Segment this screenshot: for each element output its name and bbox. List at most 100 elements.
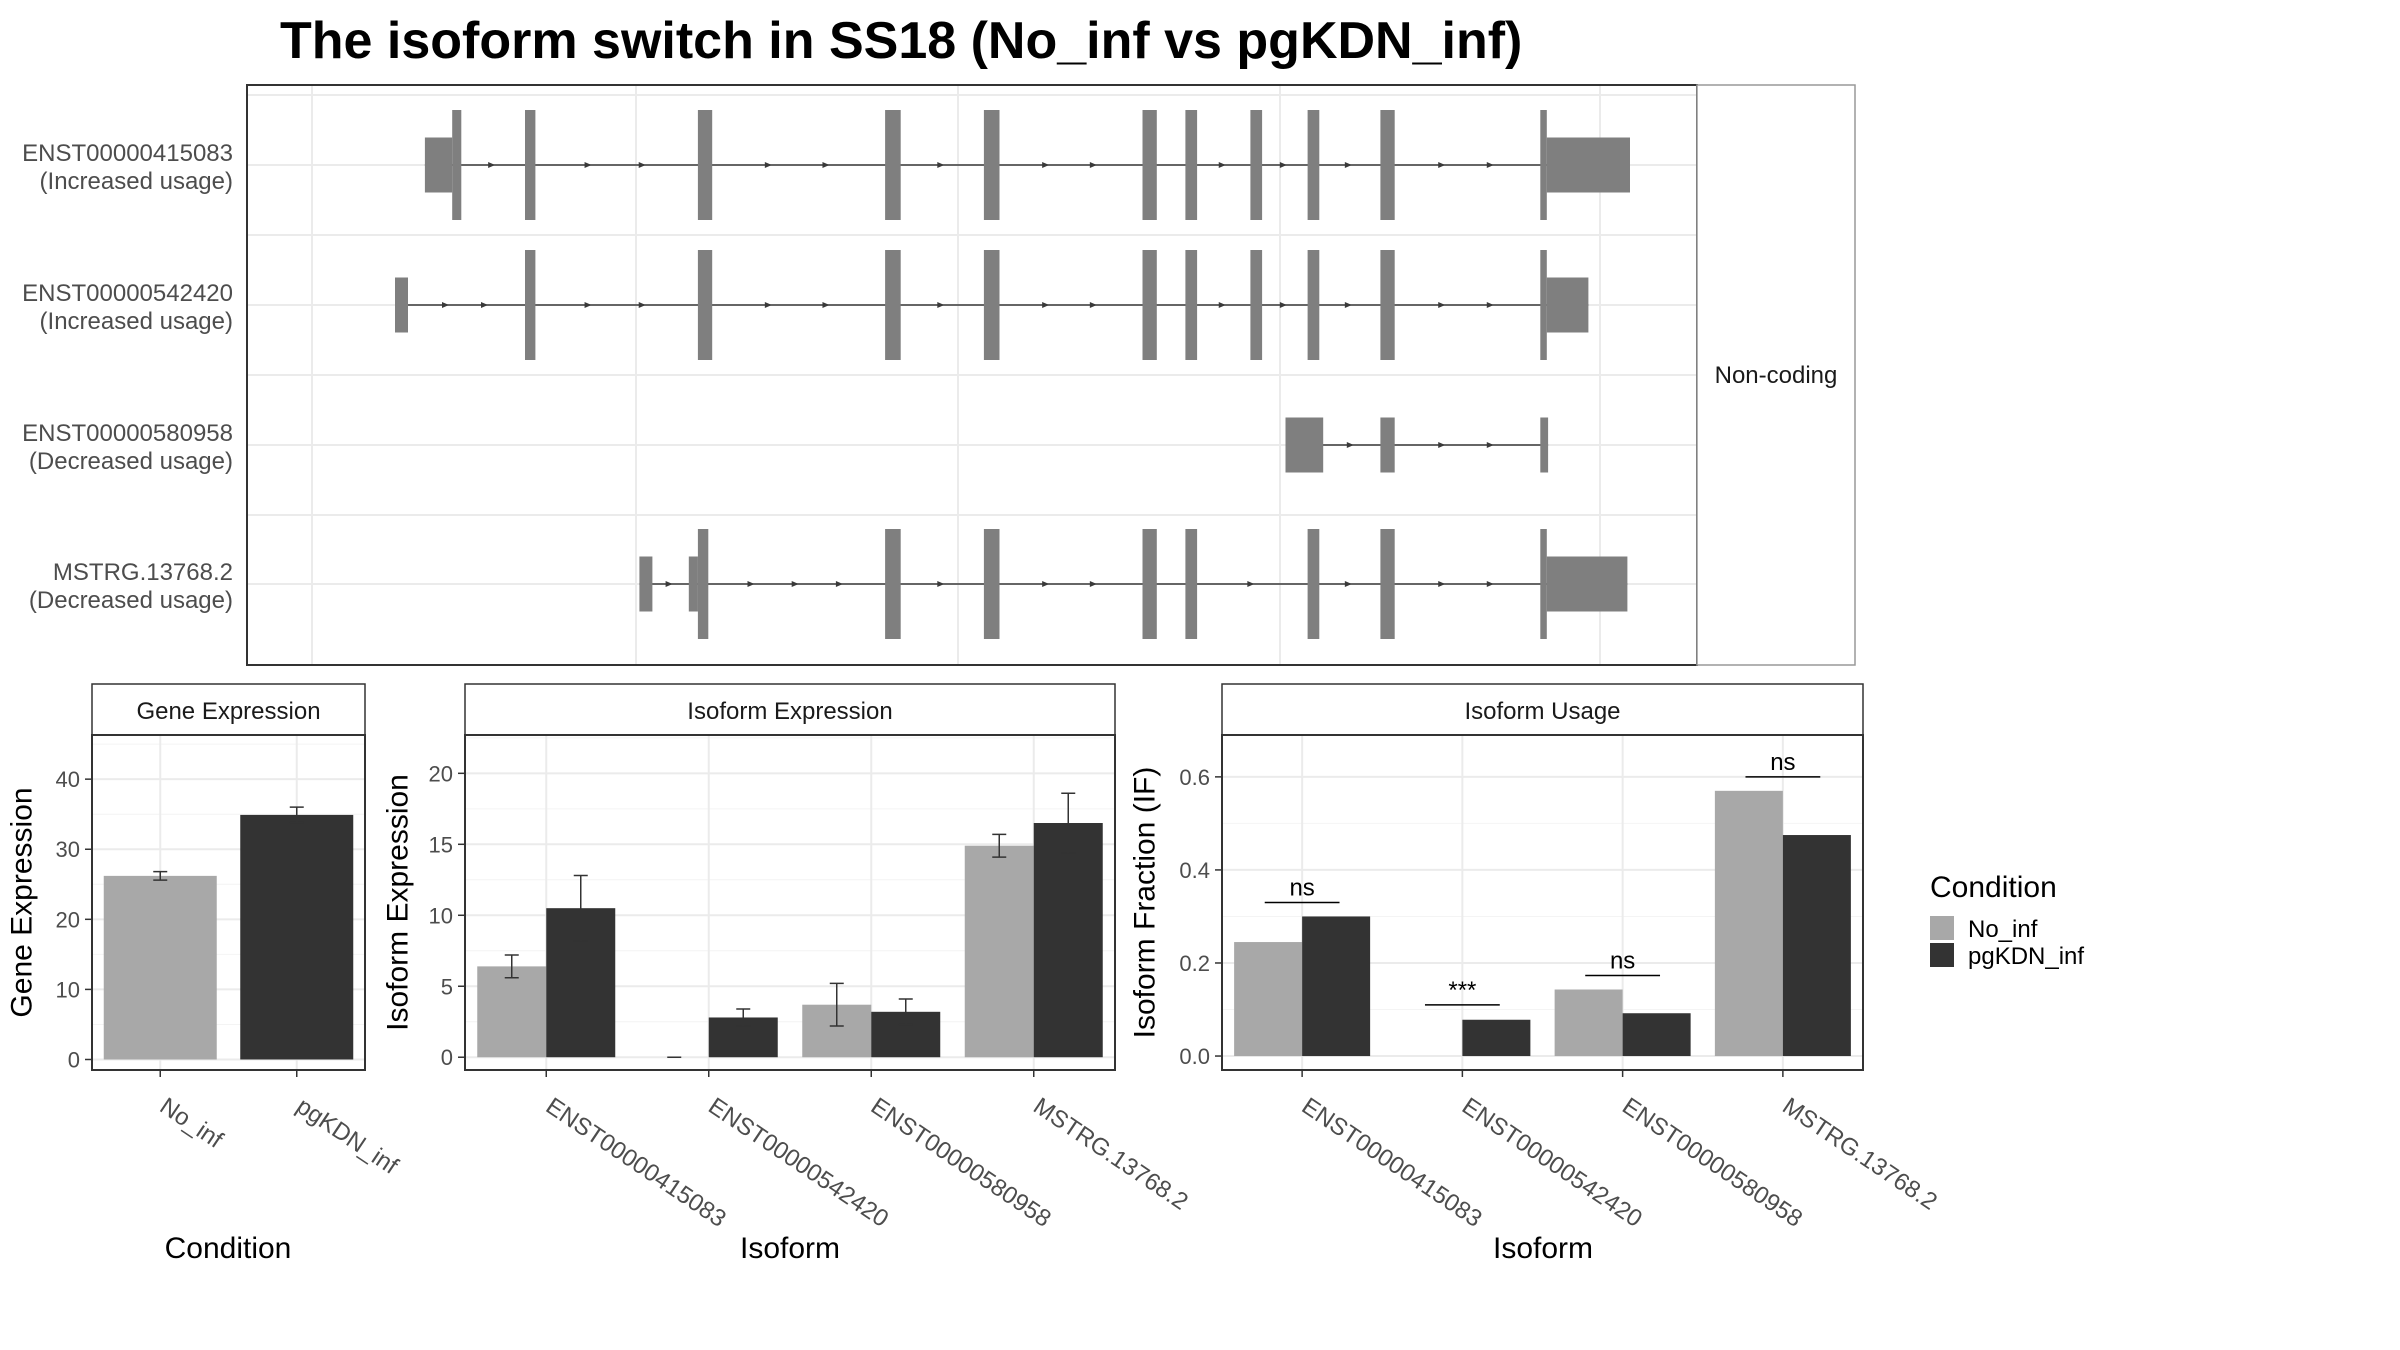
legend-label-pgkdn-inf: pgKDN_inf — [1968, 943, 2084, 970]
exon-ENST00000415083-6 — [1142, 110, 1157, 220]
isoform-expression-errorbar-ENST00000542420-1 — [736, 1008, 751, 1027]
isoform-expression-ytick-label-2: 10 — [429, 903, 453, 928]
exon-MSTRG.13768.2-6 — [1185, 529, 1198, 639]
exon-ENST00000415083-12 — [1546, 137, 1630, 193]
exon-ENST00000415083-7 — [1185, 110, 1198, 220]
intron-arrow-MSTRG.13768.2 — [1089, 581, 1097, 587]
intron-arrow-ENST00000580958 — [1438, 442, 1446, 448]
intron-arrow-MSTRG.13768.2 — [665, 581, 673, 587]
intron-arrow-ENST00000542420 — [1218, 302, 1226, 308]
exon-ENST00000580958-1 — [1380, 417, 1395, 473]
intron-arrow-ENST00000415083 — [488, 162, 496, 168]
isoform-expression-ytick-label-0: 0 — [441, 1045, 453, 1070]
isoform-label-ENST00000580958: ENST00000580958 — [22, 420, 233, 447]
isoform-usage-bar-MSTRG.13768.2-0 — [1714, 790, 1783, 1057]
intron-arrow-ENST00000542420 — [1279, 302, 1287, 308]
exon-ENST00000415083-8 — [1250, 110, 1263, 220]
isoform-expression-strip-label: Isoform Expression — [687, 698, 892, 725]
gene-expression-bar-pgKDN_inf-0 — [240, 814, 354, 1060]
exon-MSTRG.13768.2-1 — [688, 556, 698, 612]
gene-expression-errorbar-pgKDN_inf-0 — [289, 806, 304, 824]
isoform-expression-ylabel: Isoform Expression — [382, 774, 415, 1031]
isoform-expression-frame — [464, 734, 1116, 1071]
exon-ENST00000542420-4 — [983, 250, 1000, 360]
intron-arrow-MSTRG.13768.2 — [747, 581, 755, 587]
exon-ENST00000415083-5 — [983, 110, 1000, 220]
isoform-expression-panel: Isoform Expression 0 5 10 15 20 ENST0000041508… — [382, 683, 1193, 1265]
exon-ENST00000542420-6 — [1185, 250, 1198, 360]
isoform-expression-ytick-label-4: 20 — [429, 761, 453, 786]
intron-arrow-ENST00000415083 — [1279, 162, 1287, 168]
gene-expression-frame — [91, 734, 366, 1071]
isoform-usage-ytick-label-2: 0.4 — [1179, 858, 1210, 883]
intron-arrow-ENST00000415083 — [1344, 162, 1352, 168]
isoform-usage-xtick-label-3: MSTRG.13768.2 — [1778, 1093, 1942, 1216]
gene-expression-ytick-label-2: 20 — [56, 907, 80, 932]
exon-ENST00000580958-2 — [1540, 417, 1549, 473]
isoform-label-ENST00000415083: ENST00000415083 — [22, 140, 233, 167]
intron-arrow-ENST00000542420 — [764, 302, 772, 308]
exon-ENST00000542420-11 — [1546, 277, 1589, 333]
exon-MSTRG.13768.2-0 — [639, 556, 653, 612]
gene-expression-ytick-label-3: 30 — [56, 837, 80, 862]
intron-arrow-ENST00000542420 — [937, 302, 945, 308]
exon-MSTRG.13768.2-3 — [885, 529, 901, 639]
intron-arrow-ENST00000415083 — [584, 162, 592, 168]
isoform-usage-label-ENST00000542420: (Increased usage) — [40, 308, 233, 335]
intron-arrow-MSTRG.13768.2 — [791, 581, 799, 587]
intron-arrow-ENST00000415083 — [638, 162, 646, 168]
intron-arrow-ENST00000580958 — [1346, 442, 1354, 448]
isoform-usage-label-ENST00000415083: (Increased usage) — [40, 168, 233, 195]
isoform-usage-bar-ENST00000580958-1 — [1622, 1013, 1691, 1057]
gene-expression-panel: Gene Expression 0 10 20 30 40 No_inf pgKDN_inf C… — [6, 683, 403, 1265]
isoform-expression-bar-MSTRG.13768.2-1 — [1033, 823, 1103, 1058]
exon-ENST00000580958-0 — [1285, 417, 1324, 473]
isoform-expression-bar-ENST00000415083-0 — [477, 966, 547, 1058]
intron-arrow-ENST00000542420 — [822, 302, 830, 308]
legend-swatch-pgkdn-inf — [1930, 943, 1954, 967]
intron-arrow-ENST00000542420 — [1344, 302, 1352, 308]
intron-arrow-MSTRG.13768.2 — [1486, 581, 1494, 587]
gene-expression-ylabel: Gene Expression — [6, 787, 39, 1017]
intron-arrow-ENST00000415083 — [1218, 162, 1226, 168]
intron-arrow-MSTRG.13768.2 — [835, 581, 843, 587]
gene-expression-xlabel: Condition — [165, 1232, 292, 1265]
intron-arrow-ENST00000542420 — [442, 302, 449, 308]
isoform-usage-bar-ENST00000542420-1 — [1462, 1019, 1531, 1057]
exon-ENST00000542420-8 — [1307, 250, 1320, 360]
intron-arrow-ENST00000415083 — [822, 162, 830, 168]
isoform-usage-bar-MSTRG.13768.2-1 — [1782, 835, 1851, 1057]
isoform-usage-ylabel: Isoform Fraction (IF) — [1129, 767, 1162, 1039]
exon-ENST00000542420-10 — [1540, 250, 1547, 360]
isoform-usage-label-MSTRG.13768.2: (Decreased usage) — [29, 587, 233, 614]
isoform-expression-bar-MSTRG.13768.2-0 — [964, 845, 1034, 1058]
isoform-expression-xtick-label-2: ENST00000580958 — [866, 1093, 1056, 1233]
gene-expression-xtick-label-1: pgKDN_inf — [291, 1093, 403, 1180]
isoform-expression-xtick-label-0: ENST00000415083 — [541, 1093, 731, 1233]
intron-arrow-MSTRG.13768.2 — [1042, 581, 1050, 587]
isoform-usage-sig-label-1: *** — [1448, 977, 1476, 1004]
exon-MSTRG.13768.2-10 — [1546, 556, 1628, 612]
gene-expression-xtick-label-0: No_inf — [155, 1093, 228, 1154]
intron-arrow-ENST00000542420 — [481, 302, 488, 308]
gene-expression-errorbar-No_inf-0 — [153, 870, 168, 881]
exon-MSTRG.13768.2-4 — [983, 529, 1000, 639]
isoform-usage-strip-label: Isoform Usage — [1464, 698, 1620, 725]
isoform-usage-ytick-label-3: 0.6 — [1179, 765, 1210, 790]
intron-arrow-ENST00000415083 — [764, 162, 772, 168]
intron-arrow-ENST00000415083 — [1089, 162, 1097, 168]
isoform-usage-bar-ENST00000415083-1 — [1302, 916, 1371, 1057]
isoform-expression-errorbar-ENST00000415083-1 — [573, 874, 588, 942]
isoform-usage-sig-label-2: ns — [1610, 948, 1635, 975]
gene-structure-strip-label: Non-coding — [1715, 362, 1838, 389]
gene-expression-ytick-label-4: 40 — [56, 767, 80, 792]
intron-arrow-ENST00000542420 — [584, 302, 592, 308]
isoform-usage-strip — [1221, 683, 1864, 736]
intron-arrow-ENST00000415083 — [1438, 162, 1446, 168]
intron-arrow-ENST00000415083 — [1042, 162, 1050, 168]
isoform-usage-panel: Isoform Usagens***nsns0.00.20.40.6ENST00… — [1129, 683, 1942, 1265]
gene-expression-bar-No_inf-0 — [103, 875, 217, 1060]
intron-arrow-MSTRG.13768.2 — [937, 581, 945, 587]
gene-structure-isoforms: ENST00000415083(Increased usage)ENST0000… — [22, 110, 1630, 639]
